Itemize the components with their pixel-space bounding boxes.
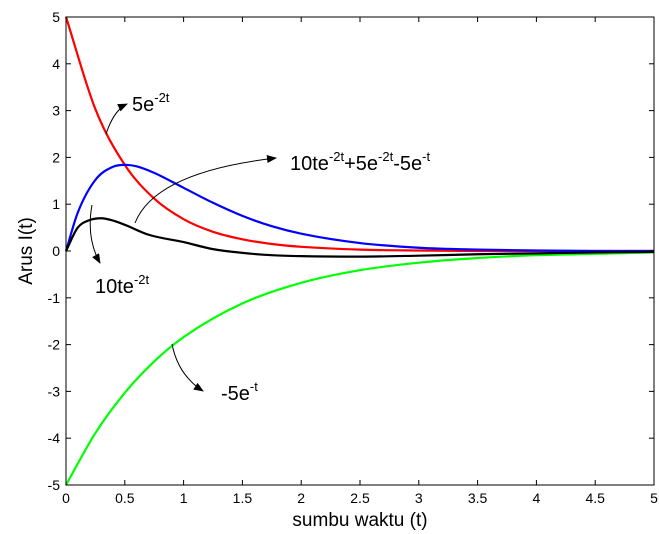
annotation-black-exp-2: -2t (378, 149, 394, 164)
annotation-black-term-2: +5e (344, 153, 378, 175)
annotation-black-exp-3: -t (422, 149, 430, 164)
annotation-black-base: 10te (290, 153, 329, 175)
annotation-red-exponent: -2t (154, 90, 170, 105)
series-green-line (65, 251, 655, 486)
annotation-red-curve: 5e-2t (132, 90, 170, 116)
annotation-arrow-green (171, 343, 204, 392)
x-tick-label: 2.5 (350, 490, 370, 506)
annotation-black-term-3: -5e (393, 153, 422, 175)
series-layer (64, 16, 655, 486)
y-tick-label: -2 (48, 337, 61, 353)
y-tick-label: -5 (48, 477, 61, 493)
x-tick-label: 5 (650, 490, 658, 506)
annotation-black-curve: 10te-2t+5e-2t-5e-t (290, 149, 430, 175)
y-tick-label: 3 (52, 103, 60, 119)
annotation-green-base: -5e (221, 383, 250, 405)
y-tick-label: -1 (48, 290, 61, 306)
annotation-arrow-blue (89, 204, 101, 264)
x-axis-label: sumbu waktu (t) (292, 510, 427, 531)
annotation-green-exponent: -t (250, 379, 258, 394)
x-tick-label: 1 (180, 490, 188, 506)
x-tick-label: 0 (62, 490, 70, 506)
annotation-blue-curve: 10te-2t (95, 272, 149, 298)
y-tick-label: 5 (52, 9, 60, 25)
y-tick-label: 4 (52, 56, 60, 72)
y-tick-label: 1 (52, 196, 60, 212)
x-tick-label: 4 (533, 490, 541, 506)
annotation-blue-exponent: -2t (134, 272, 150, 287)
annotation-black-exp-1: -2t (329, 149, 345, 164)
y-tick-label: 0 (52, 243, 60, 259)
y-tick-label: -3 (48, 383, 61, 399)
y-axis-label: Arus I(t) (16, 217, 37, 285)
annotation-blue-base: 10te (95, 276, 134, 298)
x-ticks: 0 0.5 1 1.5 2 2.5 3 3.5 4 4.5 5 (62, 17, 658, 506)
annotation-green-curve: -5e-t (221, 379, 258, 405)
x-tick-label: 3.5 (468, 490, 488, 506)
y-tick-label: 2 (52, 149, 60, 165)
x-tick-label: 0.5 (115, 490, 135, 506)
x-tick-label: 2 (297, 490, 305, 506)
y-ticks: -5 -4 -3 -2 -1 0 1 2 3 4 5 (48, 9, 654, 493)
annotation-arrow-red (105, 103, 128, 135)
annotation-arrow-black (134, 155, 277, 224)
x-tick-label: 3 (415, 490, 423, 506)
annotation-red-base: 5e (132, 94, 154, 116)
x-tick-label: 4.5 (585, 490, 605, 506)
y-tick-label: -4 (48, 430, 61, 446)
series-blue-line (64, 163, 654, 253)
x-tick-label: 1.5 (233, 490, 253, 506)
series-black-line (65, 217, 655, 258)
